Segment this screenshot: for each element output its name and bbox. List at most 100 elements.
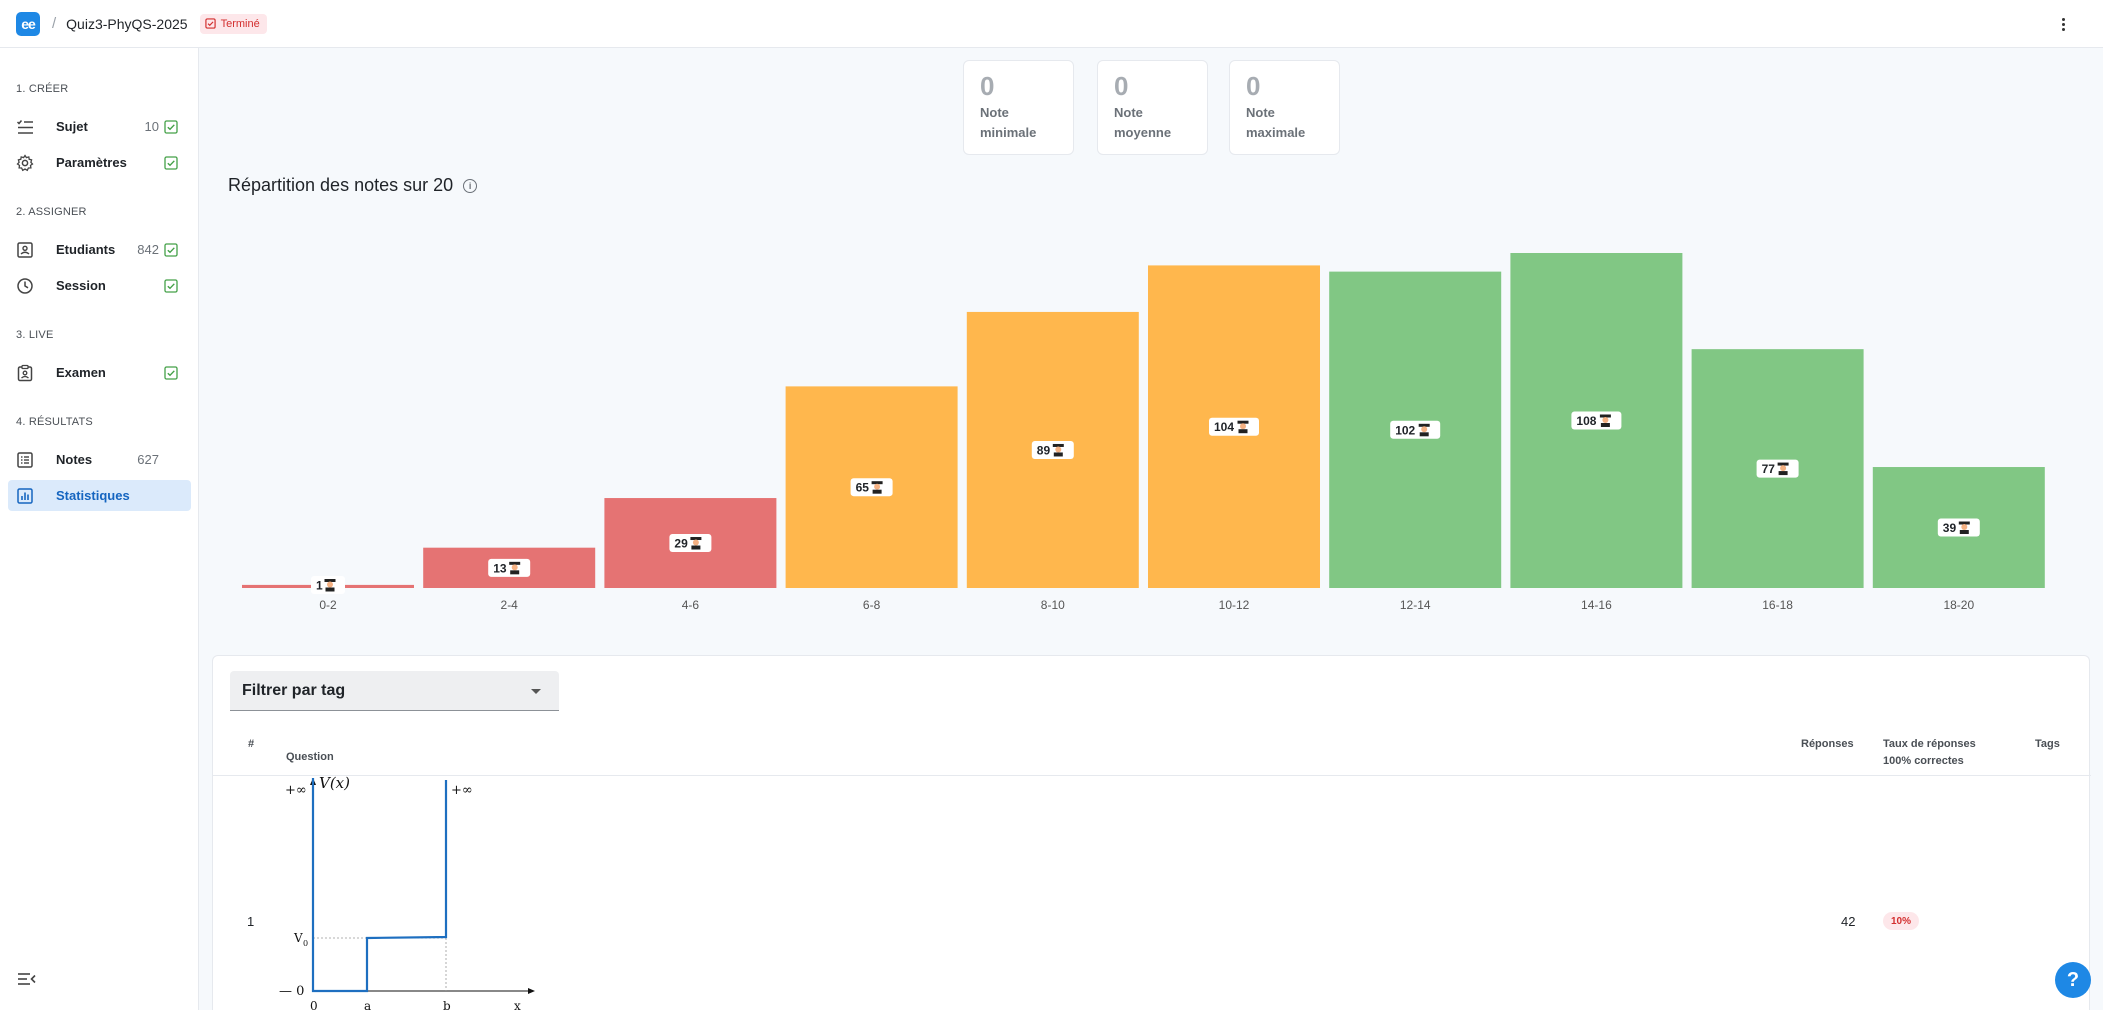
v0-subscript: 0 xyxy=(303,939,308,948)
grade-sheet-icon xyxy=(16,451,34,469)
section-label-assign: 2. ASSIGNER xyxy=(16,206,87,218)
stat-card-max: 0 Note maximale xyxy=(1229,60,1340,155)
bar-value-0-2: 1 xyxy=(316,579,323,593)
grade-distribution-chart: 1 0-2 13 2-4 29 4-6 65 6-8 89 8-10 104 10-12 102 12-1… xyxy=(242,253,2045,612)
col-header-rate: Taux de réponses 100% correctes xyxy=(1883,736,1976,770)
stat-label: Note maximale xyxy=(1246,105,1306,140)
student-icon xyxy=(324,579,336,592)
gear-icon xyxy=(16,153,34,172)
student-icon xyxy=(1418,423,1430,437)
list-checks-icon xyxy=(16,118,34,136)
stat-label: Note moyenne xyxy=(1114,105,1172,140)
x-tick-label-16-18: 16-18 xyxy=(1762,598,1793,612)
bar-chart-icon xyxy=(16,487,34,505)
student-icon xyxy=(1237,420,1249,434)
sidebar-item-count: 842 xyxy=(137,242,159,257)
bar-value-label: 13 xyxy=(488,558,531,577)
bar-value-label: 102 xyxy=(1390,420,1441,439)
student-icon xyxy=(1777,462,1789,476)
student-icon xyxy=(1958,521,1970,535)
x-tick-label-14-16: 14-16 xyxy=(1581,598,1612,612)
sidebar-item-label: Notes xyxy=(56,452,93,467)
x-tick-x: x xyxy=(514,999,521,1010)
sidebar-item-examen[interactable]: Examen xyxy=(8,357,191,388)
sidebar-item-etudiants[interactable]: Etudiants 842 xyxy=(8,234,191,265)
sidebar-item-label: Paramètres xyxy=(56,155,127,170)
col-header-num: # xyxy=(248,738,255,750)
col-header-responses: Réponses xyxy=(1801,738,1854,750)
x-tick-label-18-20: 18-20 xyxy=(1943,598,1974,612)
x-tick-label-6-8: 6-8 xyxy=(863,598,881,612)
section-label-create: 1. CRÉER xyxy=(16,83,69,95)
bar-value-16-18: 77 xyxy=(1762,462,1776,476)
x-tick-label-8-10: 8-10 xyxy=(1041,598,1065,612)
app-logo[interactable]: ee xyxy=(16,11,40,36)
col-header-rate-line2: 100% correctes xyxy=(1883,755,1964,767)
rate-badge: 10% xyxy=(1883,912,1920,930)
potential-axis-label: V(x) xyxy=(319,776,350,792)
bar-value-label: 1 xyxy=(311,576,345,594)
bar-value-label: 39 xyxy=(1937,518,1980,537)
x-tick-label-0-2: 0-2 xyxy=(319,598,337,612)
bar-value-4-6: 29 xyxy=(674,537,688,551)
row-responses: 42 xyxy=(1841,914,1856,929)
student-icon xyxy=(509,561,521,575)
more-options-icon[interactable] xyxy=(2053,14,2073,34)
quiz-title[interactable]: Quiz3-PhyQS-2025 xyxy=(66,15,188,32)
breadcrumb-separator: / xyxy=(52,15,57,32)
collapse-sidebar-icon[interactable] xyxy=(17,969,37,989)
x-tick-label-12-14: 12-14 xyxy=(1400,598,1431,612)
sidebar-item-count: 627 xyxy=(137,452,159,467)
bar-value-6-8: 65 xyxy=(856,481,870,495)
question-stats-panel: Filtrer par tag # Question Réponses Taux… xyxy=(212,655,2091,1010)
header-divider xyxy=(213,775,2091,776)
stat-value: 0 xyxy=(1246,71,1261,101)
col-header-rate-line1: Taux de réponses xyxy=(1883,738,1976,750)
student-icon xyxy=(871,481,883,494)
help-button[interactable]: ? xyxy=(2055,962,2091,998)
x-tick-label-10-12: 10-12 xyxy=(1219,598,1250,612)
check-square-icon xyxy=(164,119,178,134)
clipboard-user-icon xyxy=(16,364,34,382)
sidebar-item-label: Statistiques xyxy=(56,488,130,503)
plus-infinity-left: +∞ xyxy=(285,783,307,798)
stat-label: Note minimale xyxy=(980,105,1037,140)
info-icon[interactable]: i xyxy=(463,178,478,193)
caret-down-icon xyxy=(531,689,541,694)
stat-value: 0 xyxy=(980,71,995,101)
bar-value-12-14: 102 xyxy=(1395,423,1415,437)
sidebar-item-parametres[interactable]: Paramètres xyxy=(8,147,191,178)
sidebar-item-count: 10 xyxy=(144,119,159,134)
x-tick-label-4-6: 4-6 xyxy=(682,598,700,612)
bar-value-label: 108 xyxy=(1571,411,1622,430)
col-header-tags: Tags xyxy=(2035,738,2060,750)
check-square-icon xyxy=(164,155,178,170)
check-square-icon xyxy=(204,18,216,29)
bar-value-label: 104 xyxy=(1209,417,1259,436)
question-figure-potential-well: +∞ V(x) +∞ V 0 — 0 0 a b x xyxy=(279,776,535,1010)
stat-card-avg: 0 Note moyenne xyxy=(1097,60,1208,155)
sidebar-item-label: Session xyxy=(56,278,106,293)
sidebar-item-statistiques[interactable]: Statistiques xyxy=(8,480,191,511)
tag-filter-select[interactable]: Filtrer par tag xyxy=(230,671,559,711)
sidebar-item-notes[interactable]: Notes 627 xyxy=(8,444,191,475)
section-label-results: 4. RÉSULTATS xyxy=(16,416,93,428)
col-header-question: Question xyxy=(286,751,334,763)
top-bar: ee / Quiz3-PhyQS-2025 Terminé xyxy=(0,0,2103,48)
chart-title-text: Répartition des notes sur 20 xyxy=(228,175,454,195)
check-square-icon xyxy=(164,365,178,380)
bar-value-14-16: 108 xyxy=(1576,414,1596,428)
clock-icon xyxy=(16,277,34,295)
sidebar-item-session[interactable]: Session xyxy=(8,270,191,301)
bar-value-label: 65 xyxy=(850,478,893,497)
v0-label: V xyxy=(293,931,303,945)
bar-value-2-4: 13 xyxy=(493,561,507,575)
sidebar-item-sujet[interactable]: Sujet 10 xyxy=(8,111,191,142)
student-icon xyxy=(1599,414,1611,427)
check-square-icon xyxy=(164,242,178,257)
sidebar-item-label: Sujet xyxy=(56,119,88,134)
bar-value-label: 29 xyxy=(669,534,712,553)
sidebar-item-label: Examen xyxy=(56,365,106,380)
stat-card-min: 0 Note minimale xyxy=(963,60,1074,155)
status-badge: Terminé xyxy=(199,13,267,34)
